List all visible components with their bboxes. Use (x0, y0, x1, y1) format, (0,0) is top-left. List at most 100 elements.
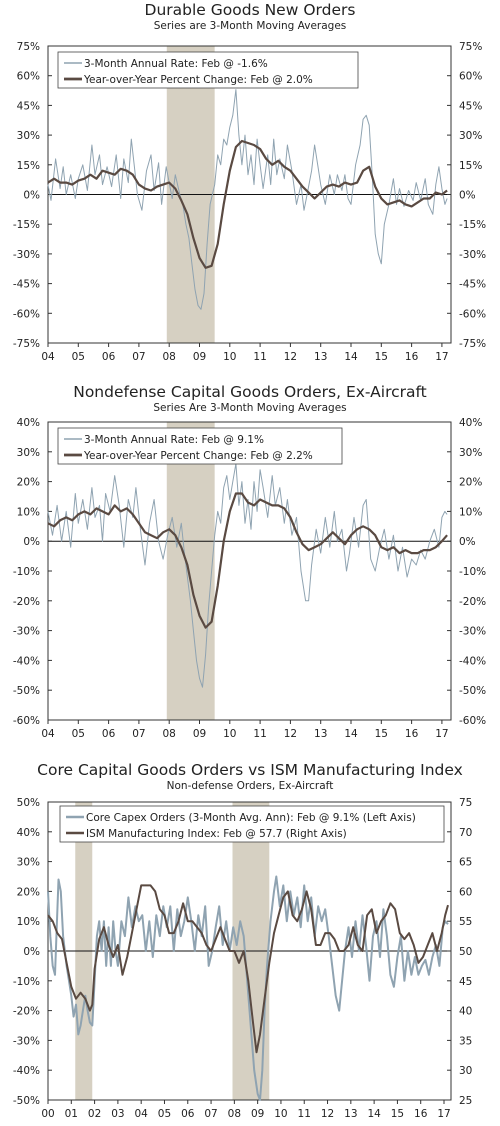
x-tick-label: 13 (314, 728, 327, 740)
y-tick-label-left: -60% (13, 308, 40, 320)
y-tick-label-right: 55 (459, 916, 472, 928)
x-tick-label: 10 (223, 728, 236, 740)
y-tick-label-right: 60 (459, 886, 472, 898)
x-tick-label: 10 (223, 351, 236, 363)
y-tick-label-left: -20% (13, 1006, 40, 1018)
x-tick-label: 14 (344, 728, 358, 740)
x-tick-label: 06 (102, 728, 116, 740)
x-tick-label: 12 (321, 1108, 334, 1120)
y-tick-label-right: 75% (459, 41, 482, 53)
y-tick-label-left: 30% (17, 857, 40, 869)
x-tick-label: 07 (132, 728, 145, 740)
y-tick-label-right: 70 (459, 827, 472, 839)
x-tick-label: 06 (102, 351, 116, 363)
y-tick-label-left: -30% (13, 249, 40, 261)
y-tick-label-left: -60% (13, 715, 40, 727)
y-tick-label-left: 20% (17, 477, 40, 489)
y-tick-label-left: -15% (13, 219, 40, 231)
y-tick-label-right: -15% (459, 219, 486, 231)
y-tick-label-right: -30% (459, 626, 486, 638)
y-tick-label-right: 30% (459, 130, 482, 142)
y-tick-label-right: -60% (459, 308, 486, 320)
y-tick-label-right: 30% (459, 447, 482, 459)
x-tick-label: 07 (204, 1108, 217, 1120)
y-tick-label-right: 0% (459, 190, 476, 202)
y-tick-label-right: 45 (459, 976, 472, 988)
series-line-1 (47, 89, 448, 310)
x-tick-label: 08 (163, 351, 176, 363)
x-tick-label: 08 (163, 728, 176, 740)
y-tick-label-right: 40 (459, 1006, 472, 1018)
x-tick-label: 12 (284, 351, 297, 363)
chart-subtitle: Series Are 3-Month Moving Averages (153, 402, 346, 414)
chart-title: Core Capital Goods Orders vs ISM Manufac… (37, 761, 463, 779)
legend-box (59, 805, 445, 843)
legend: 3-Month Annual Rate: Feb @ -1.6% Year-ove… (57, 51, 359, 89)
y-tick-label-right: 25 (459, 1095, 472, 1107)
legend: Core Capex Orders (3-Month Avg. Ann): Fe… (59, 805, 445, 843)
x-tick-label: 06 (181, 1108, 195, 1120)
y-tick-label-right: -10% (459, 566, 486, 578)
chart-title: Nondefense Capital Goods Orders, Ex-Airc… (73, 383, 427, 401)
x-tick-label: 11 (253, 728, 266, 740)
legend-box (57, 427, 343, 465)
y-tick-label-right: -30% (459, 249, 486, 261)
y-tick-label-left: 50% (17, 797, 40, 809)
x-tick-label: 04 (41, 728, 55, 740)
y-tick-label-left: -30% (13, 626, 40, 638)
recession-band (166, 422, 215, 720)
series-line-2 (47, 884, 449, 1054)
x-tick-label: 04 (41, 351, 55, 363)
x-tick-label: 09 (251, 1108, 264, 1120)
y-tick-label-right: -40% (459, 655, 486, 667)
legend-label: Core Capex Orders (3-Month Avg. Ann): Fe… (86, 812, 416, 824)
y-tick-label-left: 0% (23, 536, 40, 548)
x-tick-label: 14 (344, 351, 358, 363)
y-tick-label-right: 0% (459, 536, 476, 548)
x-tick-label: 16 (405, 351, 419, 363)
y-tick-label-left: -50% (13, 685, 40, 697)
y-tick-label-left: -30% (13, 1035, 40, 1047)
y-tick-label-right: 30 (459, 1065, 472, 1077)
y-tick-label-right: 35 (459, 1035, 472, 1047)
chart-subtitle: Non-defense Orders, Ex-Aircraft (167, 780, 334, 792)
y-tick-label-left: -75% (13, 338, 40, 350)
plot-frame (47, 421, 452, 721)
y-tick-label-left: 40% (17, 417, 40, 429)
y-tick-label-left: 0% (23, 946, 40, 958)
series-line-2 (47, 139, 448, 269)
y-tick-label-right: -20% (459, 596, 486, 608)
x-tick-label: 15 (375, 728, 388, 740)
x-tick-label: 17 (435, 728, 448, 740)
y-tick-label-right: 20% (459, 477, 482, 489)
chart-2: Nondefense Capital Goods Orders, Ex-Airc… (13, 383, 486, 740)
legend-label: Year-over-Year Percent Change: Feb @ 2.0… (83, 74, 313, 86)
y-tick-label-right: 65 (459, 857, 472, 869)
chart-3: Core Capital Goods Orders vs ISM Manufac… (13, 761, 473, 1120)
x-tick-label: 10 (274, 1108, 287, 1120)
x-tick-label: 07 (132, 351, 145, 363)
x-tick-label: 15 (391, 1108, 404, 1120)
x-tick-label: 17 (437, 1108, 450, 1120)
series-line-2 (47, 492, 448, 629)
y-tick-label-left: 0% (23, 190, 40, 202)
y-tick-label-left: 20% (17, 886, 40, 898)
y-tick-label-left: -10% (13, 976, 40, 988)
x-tick-label: 14 (367, 1108, 381, 1120)
legend-label: ISM Manufacturing Index: Feb @ 57.7 (Rig… (86, 828, 347, 840)
x-tick-label: 02 (88, 1108, 101, 1120)
x-tick-label: 05 (158, 1108, 171, 1120)
x-tick-label: 11 (253, 351, 266, 363)
y-tick-label-left: -40% (13, 655, 40, 667)
x-tick-label: 00 (41, 1108, 54, 1120)
legend-box (57, 51, 359, 89)
x-tick-label: 12 (284, 728, 297, 740)
y-tick-label-right: 10% (459, 506, 482, 518)
legend: 3-Month Annual Rate: Feb @ 9.1% Year-over… (57, 427, 343, 465)
y-tick-label-left: -50% (13, 1095, 40, 1107)
x-tick-label: 01 (65, 1108, 78, 1120)
y-tick-label-right: 45% (459, 100, 482, 112)
